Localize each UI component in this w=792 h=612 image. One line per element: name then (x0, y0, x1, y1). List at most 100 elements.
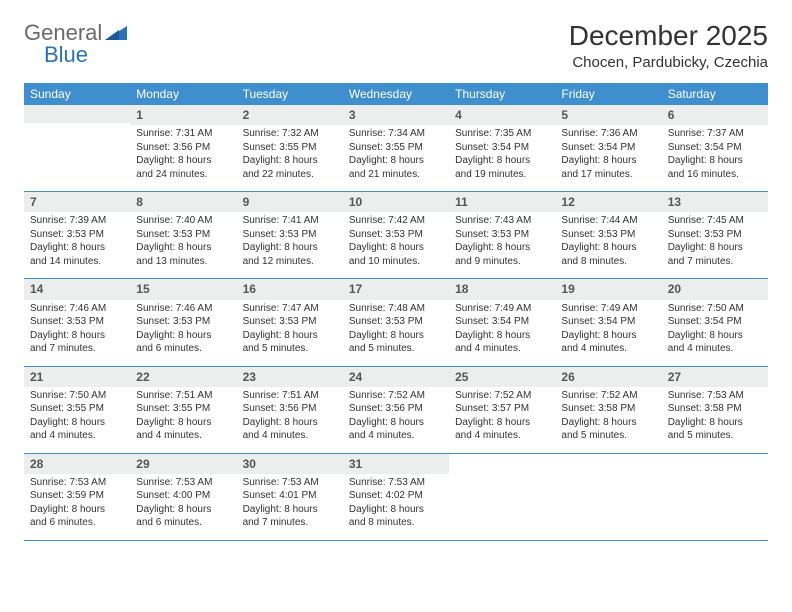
day-number: 4 (449, 105, 555, 125)
header: General Blue December 2025 Chocen, Pardu… (24, 20, 768, 71)
day-number: 22 (130, 367, 236, 387)
daylight-text: and 12 minutes. (243, 255, 337, 269)
day-number: 3 (343, 105, 449, 125)
daylight-text: Daylight: 8 hours (30, 329, 124, 343)
calendar-cell: 22Sunrise: 7:51 AMSunset: 3:55 PMDayligh… (130, 366, 236, 453)
day-number: 9 (237, 192, 343, 212)
sunrise-text: Sunrise: 7:52 AM (349, 389, 443, 403)
daylight-text: and 9 minutes. (455, 255, 549, 269)
day-number: 25 (449, 367, 555, 387)
day-number: 11 (449, 192, 555, 212)
sunset-text: Sunset: 3:58 PM (668, 402, 762, 416)
daylight-text: and 7 minutes. (243, 516, 337, 530)
sunrise-text: Sunrise: 7:43 AM (455, 214, 549, 228)
sunrise-text: Sunrise: 7:51 AM (136, 389, 230, 403)
daylight-text: and 4 minutes. (668, 342, 762, 356)
daylight-text: Daylight: 8 hours (349, 241, 443, 255)
daylight-text: and 7 minutes. (668, 255, 762, 269)
day-info: Sunrise: 7:44 AMSunset: 3:53 PMDaylight:… (555, 212, 661, 278)
sunrise-text: Sunrise: 7:53 AM (668, 389, 762, 403)
sunset-text: Sunset: 3:54 PM (668, 315, 762, 329)
calendar-cell: 4Sunrise: 7:35 AMSunset: 3:54 PMDaylight… (449, 105, 555, 192)
sunset-text: Sunset: 3:53 PM (243, 228, 337, 242)
calendar-row: 1Sunrise: 7:31 AMSunset: 3:56 PMDaylight… (24, 105, 768, 192)
day-number: 10 (343, 192, 449, 212)
day-info: Sunrise: 7:46 AMSunset: 3:53 PMDaylight:… (24, 300, 130, 366)
daylight-text: Daylight: 8 hours (30, 241, 124, 255)
sunrise-text: Sunrise: 7:37 AM (668, 127, 762, 141)
daylight-text: and 8 minutes. (561, 255, 655, 269)
daylight-text: and 4 minutes. (349, 429, 443, 443)
sunset-text: Sunset: 3:54 PM (668, 141, 762, 155)
calendar-cell: 9Sunrise: 7:41 AMSunset: 3:53 PMDaylight… (237, 192, 343, 279)
sunset-text: Sunset: 3:58 PM (561, 402, 655, 416)
daylight-text: Daylight: 8 hours (668, 416, 762, 430)
day-info: Sunrise: 7:39 AMSunset: 3:53 PMDaylight:… (24, 212, 130, 278)
weekday-header: Sunday (24, 83, 130, 105)
sunset-text: Sunset: 3:53 PM (668, 228, 762, 242)
logo: General Blue (24, 20, 127, 68)
weekday-header: Tuesday (237, 83, 343, 105)
weekday-header: Friday (555, 83, 661, 105)
day-info: Sunrise: 7:47 AMSunset: 3:53 PMDaylight:… (237, 300, 343, 366)
daylight-text: and 14 minutes. (30, 255, 124, 269)
day-info: Sunrise: 7:43 AMSunset: 3:53 PMDaylight:… (449, 212, 555, 278)
sunset-text: Sunset: 3:56 PM (243, 402, 337, 416)
daylight-text: Daylight: 8 hours (561, 154, 655, 168)
daylight-text: and 4 minutes. (243, 429, 337, 443)
daylight-text: Daylight: 8 hours (136, 241, 230, 255)
sunrise-text: Sunrise: 7:44 AM (561, 214, 655, 228)
daylight-text: Daylight: 8 hours (243, 241, 337, 255)
calendar-cell: 21Sunrise: 7:50 AMSunset: 3:55 PMDayligh… (24, 366, 130, 453)
day-number: 28 (24, 454, 130, 474)
calendar-row: 7Sunrise: 7:39 AMSunset: 3:53 PMDaylight… (24, 192, 768, 279)
sunrise-text: Sunrise: 7:45 AM (668, 214, 762, 228)
calendar-cell (449, 453, 555, 540)
day-number: 1 (130, 105, 236, 125)
daylight-text: Daylight: 8 hours (349, 154, 443, 168)
empty-cell (662, 454, 768, 538)
day-info: Sunrise: 7:32 AMSunset: 3:55 PMDaylight:… (237, 125, 343, 191)
sunrise-text: Sunrise: 7:52 AM (455, 389, 549, 403)
day-info: Sunrise: 7:52 AMSunset: 3:56 PMDaylight:… (343, 387, 449, 453)
daylight-text: Daylight: 8 hours (243, 154, 337, 168)
calendar-cell: 3Sunrise: 7:34 AMSunset: 3:55 PMDaylight… (343, 105, 449, 192)
daylight-text: and 13 minutes. (136, 255, 230, 269)
calendar-cell (555, 453, 661, 540)
day-info: Sunrise: 7:45 AMSunset: 3:53 PMDaylight:… (662, 212, 768, 278)
daylight-text: and 19 minutes. (455, 168, 549, 182)
logo-triangle-icon (105, 24, 127, 45)
weekday-header: Wednesday (343, 83, 449, 105)
daylight-text: and 4 minutes. (136, 429, 230, 443)
calendar-cell: 20Sunrise: 7:50 AMSunset: 3:54 PMDayligh… (662, 279, 768, 366)
daylight-text: and 5 minutes. (561, 429, 655, 443)
daylight-text: Daylight: 8 hours (349, 329, 443, 343)
day-info: Sunrise: 7:48 AMSunset: 3:53 PMDaylight:… (343, 300, 449, 366)
title-block: December 2025 Chocen, Pardubicky, Czechi… (569, 20, 768, 71)
daylight-text: and 4 minutes. (30, 429, 124, 443)
sunset-text: Sunset: 3:54 PM (561, 315, 655, 329)
sunset-text: Sunset: 3:53 PM (243, 315, 337, 329)
daylight-text: Daylight: 8 hours (349, 503, 443, 517)
daylight-text: Daylight: 8 hours (668, 329, 762, 343)
daylight-text: Daylight: 8 hours (668, 154, 762, 168)
sunset-text: Sunset: 3:56 PM (136, 141, 230, 155)
daylight-text: Daylight: 8 hours (561, 416, 655, 430)
calendar-cell: 1Sunrise: 7:31 AMSunset: 3:56 PMDaylight… (130, 105, 236, 192)
calendar-cell: 29Sunrise: 7:53 AMSunset: 4:00 PMDayligh… (130, 453, 236, 540)
sunrise-text: Sunrise: 7:42 AM (349, 214, 443, 228)
day-info: Sunrise: 7:46 AMSunset: 3:53 PMDaylight:… (130, 300, 236, 366)
daylight-text: Daylight: 8 hours (136, 154, 230, 168)
day-number: 7 (24, 192, 130, 212)
daylight-text: and 6 minutes. (136, 342, 230, 356)
calendar-cell: 25Sunrise: 7:52 AMSunset: 3:57 PMDayligh… (449, 366, 555, 453)
daylight-text: Daylight: 8 hours (455, 154, 549, 168)
calendar-cell: 18Sunrise: 7:49 AMSunset: 3:54 PMDayligh… (449, 279, 555, 366)
day-number: 24 (343, 367, 449, 387)
empty-cell (555, 454, 661, 538)
calendar-cell: 13Sunrise: 7:45 AMSunset: 3:53 PMDayligh… (662, 192, 768, 279)
sunrise-text: Sunrise: 7:53 AM (30, 476, 124, 490)
daylight-text: Daylight: 8 hours (455, 416, 549, 430)
calendar-cell (662, 453, 768, 540)
calendar-cell (24, 105, 130, 192)
